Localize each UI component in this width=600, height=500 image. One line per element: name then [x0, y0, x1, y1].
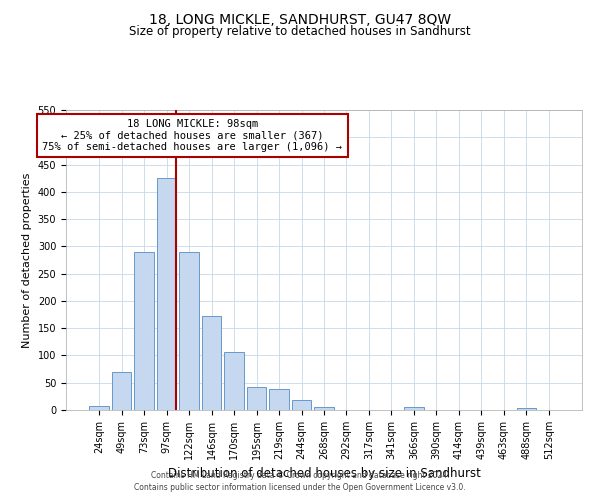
Bar: [224, 352, 244, 410]
Text: 18, LONG MICKLE, SANDHURST, GU47 8QW: 18, LONG MICKLE, SANDHURST, GU47 8QW: [149, 12, 451, 26]
Bar: [517, 408, 536, 410]
Bar: [89, 406, 109, 410]
Bar: [157, 178, 176, 410]
Bar: [269, 390, 289, 410]
Bar: [112, 372, 131, 410]
Bar: [314, 406, 334, 410]
Text: 18 LONG MICKLE: 98sqm
← 25% of detached houses are smaller (367)
75% of semi-det: 18 LONG MICKLE: 98sqm ← 25% of detached …: [43, 119, 343, 152]
Bar: [247, 386, 266, 410]
Bar: [202, 316, 221, 410]
Bar: [179, 252, 199, 410]
Bar: [292, 400, 311, 410]
X-axis label: Distribution of detached houses by size in Sandhurst: Distribution of detached houses by size …: [167, 468, 481, 480]
Text: Size of property relative to detached houses in Sandhurst: Size of property relative to detached ho…: [129, 25, 471, 38]
Text: Contains HM Land Registry data © Crown copyright and database right 2024.
Contai: Contains HM Land Registry data © Crown c…: [134, 471, 466, 492]
Bar: [134, 252, 154, 410]
Y-axis label: Number of detached properties: Number of detached properties: [22, 172, 32, 348]
Bar: [404, 408, 424, 410]
